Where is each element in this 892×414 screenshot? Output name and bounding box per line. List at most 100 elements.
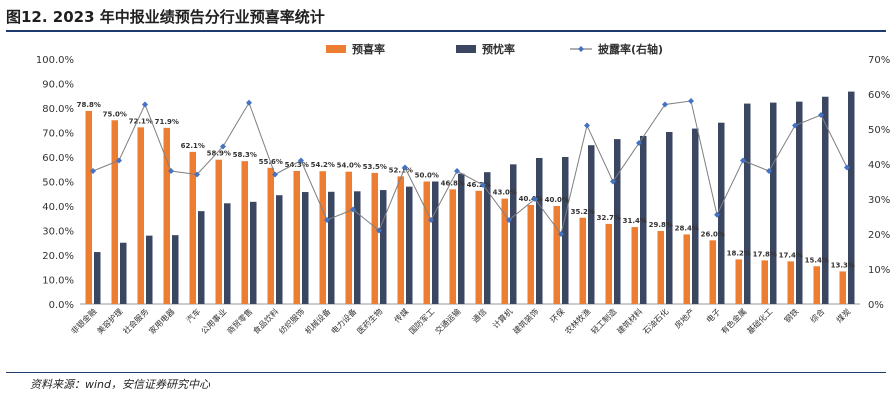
y-right-tick-label: 50% [868,125,890,136]
bar-yuyou [146,235,153,304]
bar-yuxi [215,159,222,304]
chart-bar-labels: 78.8%75.0%72.1% 71.9%62.1%58.9% 58.3%55.6%… [77,101,855,269]
bar-yuyou [432,181,439,304]
line-marker [844,164,850,171]
x-tick-label: 计算机 [490,306,514,330]
line-marker [480,182,486,188]
x-tick-label: 社会服务 [121,306,151,336]
bar-data-label: 46.2% [467,181,491,189]
legend-swatch-bar1 [326,45,346,53]
x-tick-label: 煤炭 [834,306,852,324]
bar-data-label: 17.4% [779,251,803,259]
chart-legend: 预喜率 预忧率 披露率(右轴) [326,42,663,56]
bar-yuyou [588,145,595,304]
bar-data-label: 54.0% [337,162,361,170]
bar-yuyou [770,102,777,304]
bar-yuyou [406,186,413,304]
legend-marker-line [578,46,584,52]
bar-yuyou [510,164,517,304]
bar-yuyou [692,128,699,304]
x-tick-label: 石油石化 [641,306,671,336]
bar-yuyou [614,139,621,304]
bar-yuxi [501,198,508,304]
bar-yuxi [397,176,404,304]
bar-yuxi [605,223,612,304]
line-marker [584,122,590,129]
bar-yuyou [172,235,179,304]
line-marker [168,168,174,174]
bar-data-label: 40.4% [519,195,543,203]
bar-data-label: 78.8% [77,101,101,109]
x-tick-label: 综合 [808,306,826,324]
bar-yuyou [536,157,543,304]
bar-yuyou [302,192,309,304]
bar-yuyou [458,173,465,304]
bar-yuxi [761,260,768,304]
bar-yuxi [631,227,638,304]
chart-bars [85,91,855,305]
line-marker [818,112,824,118]
bar-yuxi [319,171,326,304]
bar-yuyou [796,101,803,304]
line-marker [688,98,694,104]
legend-label-bar1: 预喜率 [352,42,385,56]
x-tick-label: 机械设备 [303,306,333,336]
x-tick-label: 汽车 [184,306,202,324]
x-tick-label: 家用电器 [147,306,177,336]
bar-yuxi [657,230,664,304]
line-marker [792,122,798,129]
x-tick-label: 交通运输 [433,306,463,336]
bar-data-label: 28.4% [675,224,699,232]
x-tick-label: 农林牧渔 [563,306,593,336]
y-right-tick-label: 0% [868,300,884,311]
x-tick-label: 食品饮料 [251,306,281,336]
line-marker [428,217,434,223]
bar-data-label: 54.3% [285,161,309,169]
bar-yuxi [163,127,170,304]
bar-yuxi [137,127,144,304]
x-tick-label: 建筑材料 [615,306,645,336]
bar-yuxi [735,259,742,304]
bar-yuxi [189,151,196,304]
y-left-tick-label: 90.0% [42,80,74,91]
bar-yuxi [293,170,300,304]
x-tick-label: 传媒 [392,306,410,324]
x-tick-label: 美容护理 [95,306,125,336]
bar-data-label: 35.2% [571,208,595,216]
bar-yuyou [224,203,231,304]
line-marker [766,168,772,174]
x-tick-label: 商贸零售 [225,306,255,336]
bar-yuxi [371,172,378,304]
bar-yuxi [683,234,690,304]
line-marker [350,206,356,213]
bar-yuxi [839,271,846,304]
x-tick-label: 基础化工 [745,306,775,336]
y-left-tick-label: 20.0% [42,251,74,262]
y-right-tick-label: 20% [868,230,890,241]
line-marker [610,178,616,185]
legend-swatch-bar2 [456,45,476,53]
x-tick-label: 环保 [548,306,566,324]
bar-data-label: 58.3% [233,151,257,159]
bar-yuxi [423,181,430,304]
line-marker [636,140,642,146]
line-pilu [92,100,848,236]
line-marker [220,143,226,150]
bar-yuxi [553,206,560,304]
line-marker [142,101,148,108]
y-left-tick-label: 40.0% [42,202,74,213]
bar-yuyou [744,103,751,304]
legend-label-line: 披露率(右轴) [598,42,663,56]
bar-yuyou [666,132,673,304]
line-marker [454,168,460,174]
y-left-tick-label: 80.0% [42,104,74,115]
x-tick-label: 通信 [470,306,488,324]
bar-yuxi [579,217,586,304]
line-marker [298,157,304,164]
bar-data-label: 43.0% [493,189,517,197]
bar-yuyou [562,157,569,304]
y-right-tick-label: 10% [868,265,890,276]
bar-yuyou [198,211,205,304]
line-marker [324,217,330,223]
